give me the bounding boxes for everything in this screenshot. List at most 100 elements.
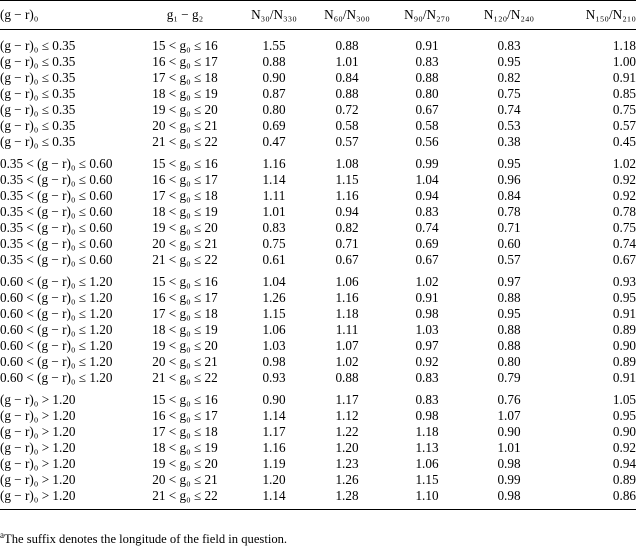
table-row: (g − r)₀ ≤ 0.35 15 < g₀ ≤ 16 1.55 0.88 0.91 0… <box>0 38 636 54</box>
ratio-90-270-cell: 0.67 <box>415 252 439 267</box>
table-row: (g − r)₀ ≤ 0.35 16 < g₀ ≤ 17 0.88 1.01 0.83 0… <box>0 54 636 70</box>
ratio-90-270-cell: 0.67 <box>415 102 439 117</box>
color-cut-cell: (g − r)₀ > 1.20 <box>0 424 76 439</box>
ratio-120-240-cell: 0.76 <box>497 392 521 407</box>
table-row: (g − r)₀ > 1.20 20 < g₀ ≤ 21 1.20 1.26 1.15 0… <box>0 472 636 488</box>
ratio-60-300-cell: 1.08 <box>335 156 359 171</box>
ratio-90-270-cell: 1.13 <box>415 440 439 455</box>
ratio-150-210-cell: 0.90 <box>612 424 636 439</box>
ratio-120-240-cell: 0.82 <box>497 70 521 85</box>
bottom-rule <box>0 509 636 510</box>
ratio-30-330-cell: 0.61 <box>262 252 286 267</box>
ratio-60-300-cell: 1.01 <box>335 54 359 69</box>
color-cut-cell: 0.35 < (g − r)₀ ≤ 0.60 <box>0 188 113 203</box>
ratio-30-330-cell: 0.47 <box>262 134 286 149</box>
ratio-120-240-cell: 0.74 <box>497 102 521 117</box>
magnitude-range-cell: 21 < g₀ ≤ 22 <box>152 252 218 267</box>
ratio-150-210-cell: 0.94 <box>612 456 636 471</box>
ratio-90-270-cell: 0.92 <box>415 354 439 369</box>
magnitude-range-cell: 20 < g₀ ≤ 21 <box>152 354 218 369</box>
ratio-30-330-cell: 1.04 <box>262 274 286 289</box>
ratio-30-330-cell: 0.87 <box>262 86 286 101</box>
ratio-120-240-cell: 0.95 <box>497 306 521 321</box>
ratio-120-240-cell: 0.84 <box>497 188 521 203</box>
color-cut-cell: (g − r)₀ ≤ 0.35 <box>0 54 76 69</box>
ratio-30-330-cell: 0.93 <box>262 370 286 385</box>
magnitude-range-cell: 17 < g₀ ≤ 18 <box>152 188 218 203</box>
table-row: (g − r)₀ > 1.20 16 < g₀ ≤ 17 1.14 1.12 0.98 1… <box>0 408 636 424</box>
footnote-marker: a <box>0 530 4 540</box>
magnitude-range-cell: 19 < g₀ ≤ 20 <box>152 456 218 471</box>
ratio-90-270-cell: 0.99 <box>415 156 439 171</box>
table-row: (g − r)₀ > 1.20 17 < g₀ ≤ 18 1.17 1.22 1.18 0… <box>0 424 636 440</box>
ratio-60-300-cell: 1.06 <box>335 274 359 289</box>
ratio-90-270-cell: 0.91 <box>415 290 439 305</box>
ratio-90-270-cell: 0.83 <box>415 392 439 407</box>
ratio-120-240-cell: 0.88 <box>497 290 521 305</box>
ratio-120-240-cell: 0.95 <box>497 156 521 171</box>
ratio-30-330-cell: 1.14 <box>262 408 286 423</box>
color-cut-cell: 0.60 < (g − r)₀ ≤ 1.20 <box>0 322 113 337</box>
ratio-30-330-cell: 1.11 <box>262 188 286 203</box>
magnitude-range-cell: 21 < g₀ ≤ 22 <box>152 488 218 503</box>
ratio-30-330-cell: 0.75 <box>262 236 286 251</box>
ratio-120-240-cell: 0.88 <box>497 338 521 353</box>
ratio-90-270-cell: 0.98 <box>415 306 439 321</box>
ratio-90-270-cell: 1.18 <box>415 424 439 439</box>
table-row: (g − r)₀ ≤ 0.35 18 < g₀ ≤ 19 0.87 0.88 0.80 0… <box>0 86 636 102</box>
ratio-150-210-cell: 0.89 <box>612 322 636 337</box>
ratio-90-270-cell: 0.83 <box>415 54 439 69</box>
color-cut-cell: (g − r)₀ ≤ 0.35 <box>0 38 76 53</box>
table-row: (g − r)₀ ≤ 0.35 19 < g₀ ≤ 20 0.80 0.72 0.67 0… <box>0 102 636 118</box>
footnote-text: The suffix denotes the longitude of the … <box>4 532 288 546</box>
ratio-60-300-cell: 0.94 <box>335 204 359 219</box>
ratio-30-330-cell: 1.14 <box>262 488 286 503</box>
header-ratio-60-300: N₆₀/N₃₀₀ <box>324 7 370 22</box>
color-cut-cell: 0.60 < (g − r)₀ ≤ 1.20 <box>0 306 113 321</box>
ratio-150-210-cell: 1.05 <box>612 392 636 407</box>
magnitude-range-cell: 21 < g₀ ≤ 22 <box>152 134 218 149</box>
ratio-120-240-cell: 0.60 <box>497 236 521 251</box>
ratio-90-270-cell: 0.74 <box>415 220 439 235</box>
ratio-90-270-cell: 0.97 <box>415 338 439 353</box>
ratio-90-270-cell: 0.69 <box>415 236 439 251</box>
color-cut-cell: (g − r)₀ > 1.20 <box>0 440 76 455</box>
top-rule <box>0 0 636 1</box>
ratio-120-240-cell: 1.01 <box>497 440 521 455</box>
ratio-150-210-cell: 1.18 <box>612 38 636 53</box>
color-cut-cell: 0.60 < (g − r)₀ ≤ 1.20 <box>0 338 113 353</box>
ratio-60-300-cell: 0.84 <box>335 70 359 85</box>
color-cut-cell: (g − r)₀ > 1.20 <box>0 456 76 471</box>
ratio-120-240-cell: 0.90 <box>497 424 521 439</box>
table-row: 0.60 < (g − r)₀ ≤ 1.20 20 < g₀ ≤ 21 0.98 1.… <box>0 354 636 370</box>
ratio-120-240-cell: 0.95 <box>497 54 521 69</box>
ratio-30-330-cell: 1.17 <box>262 424 286 439</box>
table-row: 0.35 < (g − r)₀ ≤ 0.60 20 < g₀ ≤ 21 0.75 0.… <box>0 236 636 252</box>
magnitude-range-cell: 16 < g₀ ≤ 17 <box>152 172 218 187</box>
ratio-90-270-cell: 0.91 <box>415 38 439 53</box>
color-cut-cell: (g − r)₀ > 1.20 <box>0 472 76 487</box>
ratio-60-300-cell: 1.26 <box>335 472 359 487</box>
magnitude-range-cell: 19 < g₀ ≤ 20 <box>152 220 218 235</box>
ratio-90-270-cell: 0.83 <box>415 204 439 219</box>
table-row: (g − r)₀ ≤ 0.35 20 < g₀ ≤ 21 0.69 0.58 0.58 0… <box>0 118 636 134</box>
ratio-120-240-cell: 0.57 <box>497 252 521 267</box>
ratio-60-300-cell: 0.88 <box>335 38 359 53</box>
ratio-120-240-cell: 0.99 <box>497 472 521 487</box>
ratio-120-240-cell: 0.98 <box>497 488 521 503</box>
table-body: (g − r)₀ ≤ 0.35 15 < g₀ ≤ 16 1.55 0.88 0.91 0… <box>0 30 636 510</box>
table-row: 0.35 < (g − r)₀ ≤ 0.60 18 < g₀ ≤ 19 1.01 0.… <box>0 204 636 220</box>
ratio-120-240-cell: 0.75 <box>497 86 521 101</box>
header-magnitude-range: g₁ − g₂ <box>166 7 204 22</box>
color-cut-cell: 0.35 < (g − r)₀ ≤ 0.60 <box>0 252 113 267</box>
ratio-30-330-cell: 1.03 <box>262 338 286 353</box>
table-row: 0.60 < (g − r)₀ ≤ 1.20 17 < g₀ ≤ 18 1.15 1.… <box>0 306 636 322</box>
magnitude-range-cell: 15 < g₀ ≤ 16 <box>152 274 218 289</box>
ratio-30-330-cell: 0.90 <box>262 392 286 407</box>
color-cut-cell: 0.35 < (g − r)₀ ≤ 0.60 <box>0 172 113 187</box>
ratio-30-330-cell: 1.16 <box>262 156 286 171</box>
ratio-60-300-cell: 1.12 <box>335 408 359 423</box>
ratio-60-300-cell: 1.23 <box>335 456 359 471</box>
color-cut-cell: (g − r)₀ > 1.20 <box>0 488 76 503</box>
ratio-30-330-cell: 1.14 <box>262 172 286 187</box>
